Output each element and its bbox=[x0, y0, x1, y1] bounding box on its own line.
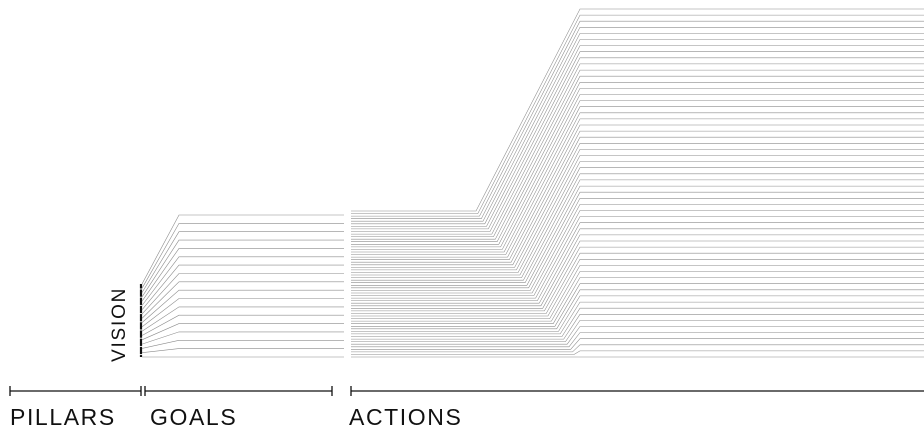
action-thread bbox=[351, 320, 924, 342]
action-thread bbox=[351, 143, 924, 268]
goal-thread bbox=[141, 289, 344, 323]
stage-label-actions: ACTIONS bbox=[349, 404, 463, 430]
action-thread bbox=[351, 326, 924, 345]
goal-thread bbox=[141, 231, 344, 293]
action-thread bbox=[351, 277, 924, 324]
action-thread bbox=[351, 344, 924, 353]
action-thread bbox=[351, 228, 924, 304]
action-thread bbox=[351, 155, 924, 273]
action-thread bbox=[351, 240, 924, 309]
action-thread bbox=[351, 63, 924, 235]
goal-thread bbox=[141, 281, 344, 319]
action-thread bbox=[351, 112, 924, 255]
goal-thread bbox=[141, 264, 344, 310]
action-thread bbox=[351, 167, 924, 278]
action-thread bbox=[351, 179, 924, 283]
goal-thread bbox=[141, 223, 344, 289]
action-thread bbox=[351, 204, 924, 294]
action-thread bbox=[351, 57, 924, 232]
action-thread bbox=[351, 124, 924, 260]
goal-thread bbox=[141, 314, 344, 336]
action-thread bbox=[351, 8, 924, 212]
action-thread bbox=[351, 94, 924, 248]
goal-thread bbox=[141, 214, 344, 285]
goal-thread bbox=[141, 248, 344, 302]
action-thread bbox=[351, 161, 924, 276]
action-thread bbox=[351, 191, 924, 289]
action-thread bbox=[351, 210, 924, 296]
goal-thread bbox=[141, 340, 344, 349]
action-thread bbox=[351, 39, 924, 225]
action-thread bbox=[351, 198, 924, 291]
action-thread bbox=[351, 45, 924, 227]
goal-thread bbox=[141, 298, 344, 328]
action-thread bbox=[351, 149, 924, 271]
action-thread bbox=[351, 27, 924, 219]
action-thread bbox=[351, 69, 924, 237]
action-thread bbox=[351, 222, 924, 301]
action-thread bbox=[351, 14, 924, 214]
action-thread bbox=[351, 265, 924, 319]
stage-label-goals: GOALS bbox=[150, 404, 238, 430]
action-thread bbox=[351, 216, 924, 299]
action-thread bbox=[351, 301, 924, 335]
action-thread bbox=[351, 185, 924, 286]
action-thread bbox=[351, 100, 924, 250]
action-thread bbox=[351, 234, 924, 307]
action-thread bbox=[351, 20, 924, 217]
action-thread bbox=[351, 173, 924, 281]
goal-thread bbox=[141, 348, 344, 353]
action-thread bbox=[351, 259, 924, 317]
action-thread bbox=[351, 271, 924, 322]
action-thread bbox=[351, 338, 924, 350]
action-thread bbox=[351, 295, 924, 332]
action-thread bbox=[351, 51, 924, 230]
action-thread bbox=[351, 246, 924, 312]
action-thread bbox=[351, 130, 924, 263]
goal-thread bbox=[141, 256, 344, 306]
action-thread bbox=[351, 82, 924, 242]
action-thread bbox=[351, 136, 924, 266]
stage-label-pillars: PILLARS bbox=[10, 404, 116, 430]
action-thread bbox=[351, 33, 924, 222]
goal-thread bbox=[141, 306, 344, 332]
action-thread bbox=[351, 314, 924, 340]
action-thread bbox=[351, 252, 924, 314]
goal-thread bbox=[141, 273, 344, 315]
action-thread bbox=[351, 350, 924, 355]
action-thread bbox=[351, 289, 924, 330]
action-thread bbox=[351, 106, 924, 253]
action-thread bbox=[351, 332, 924, 348]
action-thread bbox=[351, 307, 924, 337]
goal-thread bbox=[141, 323, 344, 341]
goal-thread bbox=[141, 239, 344, 298]
action-thread bbox=[351, 118, 924, 258]
vision-label: VISION bbox=[109, 286, 130, 362]
action-thread bbox=[351, 88, 924, 245]
goal-thread bbox=[141, 331, 344, 345]
action-thread bbox=[351, 75, 924, 240]
action-thread bbox=[351, 283, 924, 327]
